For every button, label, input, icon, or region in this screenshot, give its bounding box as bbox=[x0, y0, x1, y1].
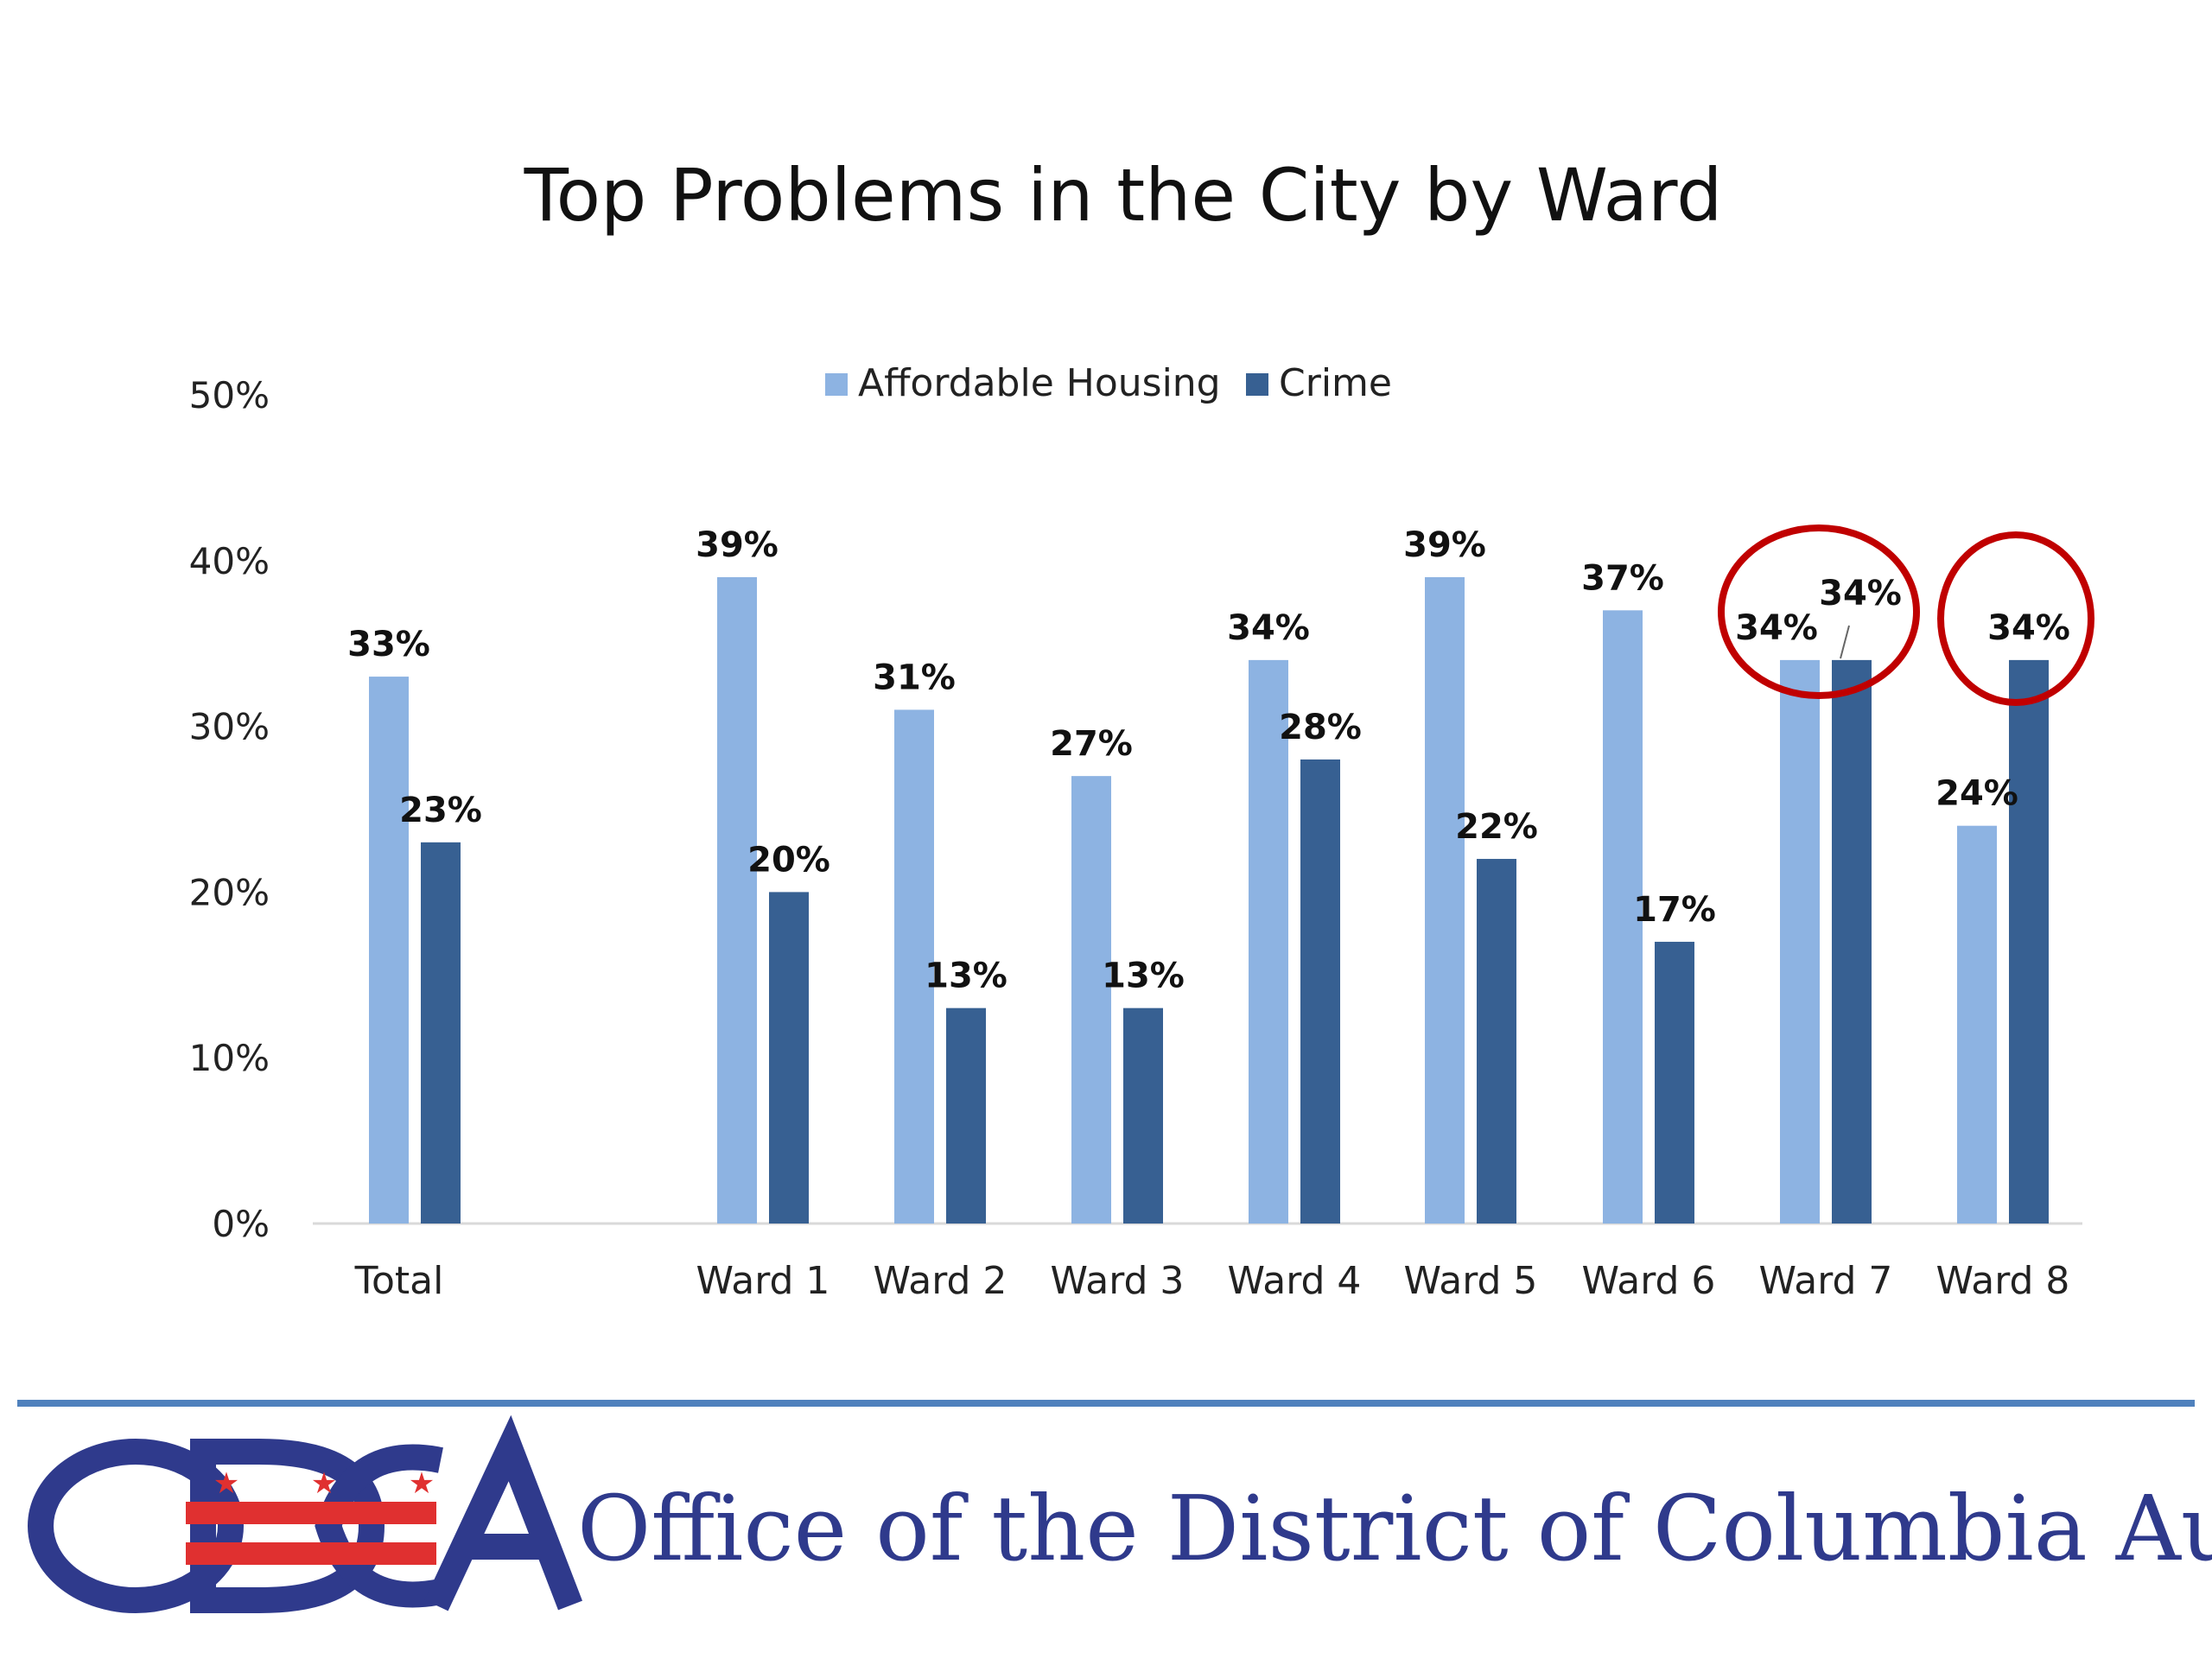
data-label: 39% bbox=[1403, 525, 1486, 565]
data-label: 27% bbox=[1050, 724, 1133, 764]
y-axis: 0% 10% 20% 30% 40% 50% bbox=[189, 374, 270, 1245]
data-labels: 33% 23% 39% 20% 31% 13% 27% 13% 34% 28% 39% 22% 37% 1… bbox=[347, 525, 2070, 996]
category-label: Ward 5 bbox=[1404, 1259, 1538, 1303]
logo-star-3: ★ bbox=[409, 1466, 435, 1501]
bar bbox=[1603, 610, 1643, 1224]
data-label: 17% bbox=[1633, 890, 1716, 930]
bar bbox=[1957, 825, 1997, 1224]
category-label: Ward 1 bbox=[696, 1259, 830, 1303]
category-label: Ward 2 bbox=[874, 1259, 1007, 1303]
data-label: 20% bbox=[747, 840, 830, 880]
category-label: Ward 7 bbox=[1759, 1259, 1893, 1303]
bar bbox=[1832, 659, 1872, 1224]
logo-c-shape bbox=[315, 1444, 443, 1608]
data-label: 34% bbox=[1987, 608, 2070, 648]
data-label: 31% bbox=[873, 658, 956, 697]
highlight-circle bbox=[1718, 524, 1920, 699]
organization-name: Office of the District of Columbia Audit… bbox=[577, 1476, 2212, 1581]
y-tick-label: 20% bbox=[189, 871, 270, 913]
bar bbox=[421, 842, 461, 1224]
category-labels: Total Ward 1 Ward 2 Ward 3 Ward 4 Ward 5 Ward … bbox=[354, 1259, 2070, 1303]
data-label: 13% bbox=[925, 957, 1007, 996]
bar bbox=[894, 709, 934, 1224]
bar bbox=[1780, 659, 1820, 1224]
bar bbox=[769, 892, 809, 1224]
legend-swatch bbox=[825, 373, 848, 396]
data-label: 28% bbox=[1279, 708, 1362, 747]
chart-title: Top Problems in the City by Ward bbox=[524, 153, 1723, 238]
label-leader-line bbox=[1840, 625, 1850, 659]
logo-star-1: ★ bbox=[213, 1466, 239, 1501]
bar bbox=[1071, 776, 1111, 1224]
logo-a-shape bbox=[424, 1414, 583, 1611]
bar bbox=[2009, 659, 2049, 1224]
data-label: 34% bbox=[1227, 608, 1310, 648]
legend: Affordable Housing Crime bbox=[825, 361, 1392, 405]
data-label: 37% bbox=[1581, 558, 1664, 598]
category-label: Ward 8 bbox=[1936, 1259, 2070, 1303]
y-tick-label: 0% bbox=[212, 1203, 270, 1245]
bar bbox=[1123, 1007, 1163, 1224]
legend-swatch bbox=[1246, 373, 1268, 396]
y-tick-label: 30% bbox=[189, 706, 270, 748]
data-label: 34% bbox=[1735, 608, 1818, 648]
logo-flag-stripe-bottom bbox=[186, 1542, 436, 1565]
legend-label: Affordable Housing bbox=[858, 361, 1221, 405]
data-label: 24% bbox=[1936, 774, 2018, 814]
bar bbox=[1655, 941, 1694, 1224]
bar bbox=[1300, 759, 1340, 1224]
bar bbox=[1425, 576, 1465, 1224]
category-label: Total bbox=[354, 1259, 444, 1303]
data-label: 34% bbox=[1819, 574, 1902, 613]
data-label: 22% bbox=[1455, 807, 1538, 847]
legend-label: Crime bbox=[1279, 361, 1392, 405]
odca-logo: ★ ★ ★ bbox=[28, 1414, 583, 1613]
category-label: Ward 4 bbox=[1228, 1259, 1362, 1303]
bar bbox=[717, 576, 757, 1224]
logo-star-2: ★ bbox=[311, 1466, 337, 1501]
data-label: 33% bbox=[347, 625, 430, 664]
y-tick-label: 50% bbox=[189, 374, 270, 416]
y-tick-label: 10% bbox=[189, 1037, 270, 1079]
logo-flag-stripe-top bbox=[186, 1502, 436, 1524]
data-label: 39% bbox=[696, 525, 779, 565]
highlights bbox=[1718, 524, 2094, 706]
data-label: 13% bbox=[1102, 957, 1185, 996]
bar bbox=[369, 677, 409, 1224]
bars bbox=[369, 576, 2049, 1224]
logo-o-ring bbox=[28, 1439, 244, 1613]
bar bbox=[1249, 659, 1288, 1224]
category-label: Ward 6 bbox=[1582, 1259, 1716, 1303]
y-tick-label: 40% bbox=[189, 540, 270, 582]
highlight-circle bbox=[1937, 531, 2094, 706]
data-label: 23% bbox=[399, 791, 482, 830]
bar bbox=[946, 1007, 986, 1224]
bar bbox=[1477, 859, 1516, 1224]
logo-d-shape bbox=[190, 1439, 385, 1613]
category-label: Ward 3 bbox=[1051, 1259, 1185, 1303]
